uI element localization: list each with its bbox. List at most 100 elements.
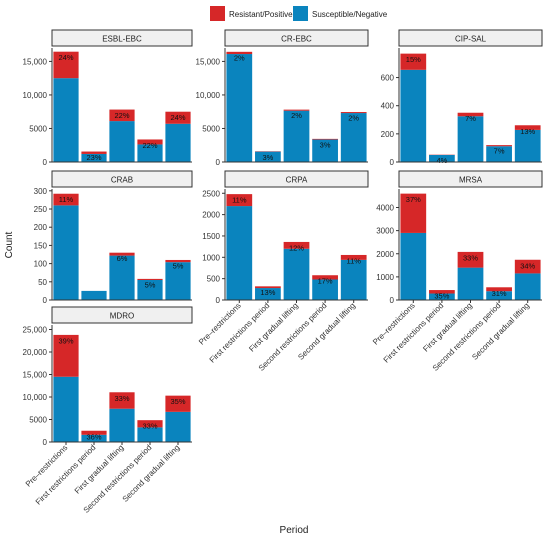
bar-susceptible: [137, 279, 163, 300]
bar-susceptible: [400, 232, 427, 300]
percent-label: 33%: [463, 253, 478, 262]
bar-resistant: [514, 125, 541, 130]
y-tick-label: 2000: [202, 211, 220, 220]
percent-label: 11%: [232, 196, 247, 205]
y-tick-label: 0: [43, 158, 48, 167]
bar-resistant: [109, 252, 135, 256]
y-tick-label: 1000: [202, 253, 220, 262]
bar-susceptible: [400, 69, 427, 162]
percent-label: 3%: [320, 140, 331, 149]
y-tick-label: 2000: [376, 250, 394, 259]
percent-label: 13%: [520, 127, 535, 136]
facet-panel: MDRO 0 5000 10,000 15,000 20,000 25,000 39% 36% 3…: [23, 306, 193, 515]
bar-susceptible: [283, 248, 310, 300]
bar-susceptible: [429, 293, 455, 300]
legend-label: Susceptible/Negative: [312, 10, 388, 19]
bar-resistant: [226, 51, 253, 55]
y-tick-label: 2500: [202, 189, 220, 198]
facet-panel: MRSA0100020003000400037%35%33%31%34%Pre–…: [371, 170, 543, 373]
percent-label: 2%: [234, 53, 245, 62]
facet-title: CRAB: [111, 176, 133, 185]
bar-resistant: [137, 420, 163, 428]
y-tick-label: 200: [34, 223, 48, 232]
percent-label: 15%: [406, 55, 421, 64]
bar-susceptible: [429, 154, 455, 162]
facet-panel: CRPA0500100015002000250011%13%12%17%11%P…: [197, 170, 369, 373]
y-tick-label: 150: [34, 241, 48, 250]
facet-title: MRSA: [459, 176, 483, 185]
legend-swatch: [210, 6, 225, 21]
y-axis-label: Count: [4, 231, 15, 258]
y-tick-label: 0: [43, 296, 48, 305]
bar-susceptible: [312, 139, 338, 162]
facet-title: CIP-SAL: [455, 35, 487, 44]
y-tick-label: 15,000: [196, 57, 221, 66]
percent-label: 24%: [170, 113, 185, 122]
percent-label: 33%: [142, 422, 157, 431]
bar-susceptible: [137, 427, 163, 442]
facet-strip: [398, 170, 543, 188]
bar-susceptible: [165, 262, 191, 300]
percent-label: 35%: [170, 397, 185, 406]
bar-susceptible: [255, 151, 281, 162]
x-tick-label: Second gradual lifting: [470, 301, 531, 362]
percent-label: 12%: [289, 243, 304, 252]
facet-title: CRPA: [286, 176, 308, 185]
bar-resistant: [429, 290, 455, 294]
y-tick-label: 250: [34, 205, 48, 214]
legend-item: Susceptible/Negative: [293, 6, 388, 21]
y-tick-label: 300: [34, 187, 48, 196]
y-tick-label: 10,000: [23, 91, 48, 100]
percent-label: 33%: [114, 394, 129, 403]
facet-strip: [51, 29, 193, 47]
percent-label: 3%: [262, 153, 273, 162]
y-tick-label: 0: [390, 296, 395, 305]
bar-susceptible: [165, 123, 191, 162]
x-tick-label: First gradual lifting: [73, 443, 126, 496]
bar-resistant: [53, 193, 79, 206]
y-tick-label: 4000: [376, 204, 394, 213]
bar-resistant: [514, 259, 541, 274]
facet-panel: CIP-SAL 0 200 400 600 15% 4% 7% 7% 13%: [381, 29, 543, 167]
y-tick-label: 10,000: [23, 393, 48, 402]
bar-susceptible: [457, 116, 484, 162]
bar-resistant: [312, 275, 338, 280]
percent-label: 11%: [59, 195, 74, 204]
bar-resistant: [109, 392, 135, 409]
bar-resistant: [312, 138, 338, 140]
bar-susceptible: [514, 273, 541, 300]
x-axis-label: Period: [280, 525, 309, 536]
facet-strip: [51, 306, 193, 324]
y-tick-label: 25,000: [23, 326, 48, 335]
facet-title: ESBL-EBC: [102, 35, 142, 44]
percent-label: 24%: [58, 53, 73, 62]
percent-label: 35%: [434, 292, 449, 301]
x-tick-label: First gradual lifting: [247, 301, 300, 354]
bar-resistant: [165, 395, 191, 412]
bar-resistant: [340, 254, 367, 260]
bar-susceptible: [226, 206, 253, 300]
percent-label: 7%: [465, 114, 476, 123]
facet-strip: [224, 29, 369, 47]
bar-resistant: [109, 109, 135, 122]
y-tick-label: 5000: [29, 416, 47, 425]
y-tick-label: 20,000: [23, 348, 48, 357]
bar-resistant: [457, 112, 484, 117]
percent-label: 2%: [348, 114, 359, 123]
percent-label: 23%: [86, 153, 101, 162]
y-tick-label: 0: [43, 438, 48, 447]
percent-label: 31%: [492, 289, 507, 298]
percent-label: 6%: [117, 254, 128, 263]
bar-resistant: [255, 286, 281, 289]
bar-susceptible: [137, 144, 163, 162]
y-tick-label: 100: [34, 260, 48, 269]
facet-strip: [398, 29, 543, 47]
x-tick-label: Second gradual lifting: [296, 301, 357, 362]
bar-susceptible: [53, 78, 79, 162]
percent-label: 36%: [86, 432, 101, 441]
y-tick-label: 3000: [376, 227, 394, 236]
bar-susceptible: [53, 376, 79, 442]
bar-susceptible: [340, 113, 367, 162]
facet-strip: [224, 170, 369, 188]
y-tick-label: 1500: [202, 232, 220, 241]
